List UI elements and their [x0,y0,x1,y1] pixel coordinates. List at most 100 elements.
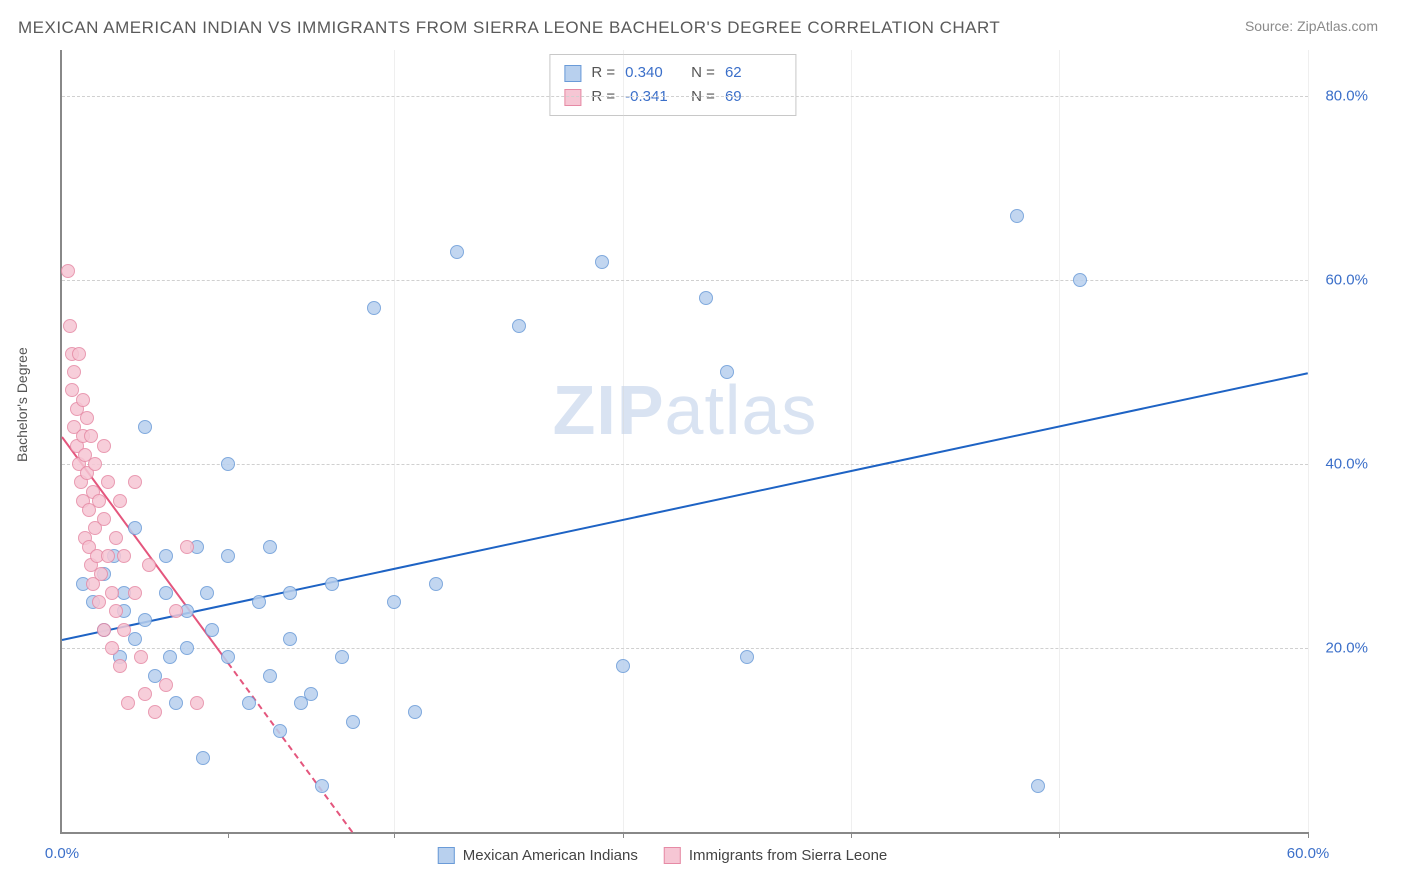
data-point [80,411,94,425]
data-point [387,595,401,609]
data-point [180,540,194,554]
data-point [67,365,81,379]
data-point [84,429,98,443]
gridline-vertical [1059,50,1060,832]
data-point [97,512,111,526]
stats-legend-box: R = 0.340 N = 62 R = -0.341 N = 69 [549,54,796,116]
data-point [97,623,111,637]
data-point [616,659,630,673]
data-point [1010,209,1024,223]
data-point [325,577,339,591]
watermark-atlas: atlas [665,371,818,449]
legend-label-series1: Mexican American Indians [463,847,638,864]
swatch-series2 [664,847,681,864]
data-point [367,301,381,315]
data-point [92,595,106,609]
data-point [315,779,329,793]
x-tick [1059,832,1060,838]
swatch-series1 [564,65,581,82]
data-point [221,549,235,563]
data-point [92,494,106,508]
legend-item-series1: Mexican American Indians [438,847,638,864]
data-point [720,365,734,379]
swatch-series1 [438,847,455,864]
stat-r-label: R = [591,61,615,85]
data-point [76,393,90,407]
data-point [196,751,210,765]
x-tick [394,832,395,838]
data-point [1031,779,1045,793]
data-point [97,439,111,453]
x-tick [1308,832,1309,838]
swatch-series2 [564,89,581,106]
data-point [163,650,177,664]
data-point [273,724,287,738]
regression-line [62,372,1308,641]
gridline-horizontal [62,464,1308,465]
y-tick-label: 80.0% [1325,88,1368,105]
data-point [128,521,142,535]
data-point [113,659,127,673]
data-point [88,457,102,471]
gridline-vertical [394,50,395,832]
x-tick-label: 0.0% [45,845,79,862]
bottom-legend: Mexican American Indians Immigrants from… [438,847,888,864]
gridline-vertical [851,50,852,832]
legend-item-series2: Immigrants from Sierra Leone [664,847,887,864]
stat-n-label: N = [691,61,715,85]
data-point [283,632,297,646]
data-point [263,669,277,683]
stat-r-label: R = [591,85,615,109]
x-tick-label: 60.0% [1287,845,1330,862]
watermark-zip: ZIP [553,371,665,449]
stat-r-value-2: -0.341 [625,85,681,109]
data-point [109,604,123,618]
data-point [242,696,256,710]
plot-area: ZIPatlas R = 0.340 N = 62 R = -0.341 N =… [60,50,1308,834]
data-point [142,558,156,572]
data-point [94,567,108,581]
data-point [512,319,526,333]
gridline-vertical [1308,50,1309,832]
data-point [138,420,152,434]
y-tick-label: 40.0% [1325,456,1368,473]
data-point [138,613,152,627]
data-point [113,494,127,508]
stats-row-series1: R = 0.340 N = 62 [564,61,781,85]
data-point [740,650,754,664]
gridline-horizontal [62,648,1308,649]
data-point [117,549,131,563]
data-point [699,291,713,305]
regression-line [227,663,353,834]
data-point [117,623,131,637]
chart-container: Bachelor's Degree ZIPatlas R = 0.340 N =… [18,50,1378,874]
data-point [121,696,135,710]
data-point [221,457,235,471]
data-point [335,650,349,664]
data-point [205,623,219,637]
stat-n-value-1: 62 [725,61,781,85]
legend-label-series2: Immigrants from Sierra Leone [689,847,887,864]
data-point [200,586,214,600]
data-point [450,245,464,259]
data-point [180,641,194,655]
data-point [128,586,142,600]
data-point [283,586,297,600]
data-point [159,549,173,563]
source-attribution: Source: ZipAtlas.com [1245,18,1378,34]
y-tick-label: 60.0% [1325,272,1368,289]
stat-n-label: N = [691,85,715,109]
gridline-vertical [623,50,624,832]
data-point [159,678,173,692]
data-point [263,540,277,554]
data-point [169,696,183,710]
data-point [72,347,86,361]
x-tick [851,832,852,838]
data-point [304,687,318,701]
x-tick [623,832,624,838]
chart-title: MEXICAN AMERICAN INDIAN VS IMMIGRANTS FR… [18,18,1000,38]
data-point [346,715,360,729]
stat-r-value-1: 0.340 [625,61,681,85]
data-point [63,319,77,333]
data-point [105,586,119,600]
